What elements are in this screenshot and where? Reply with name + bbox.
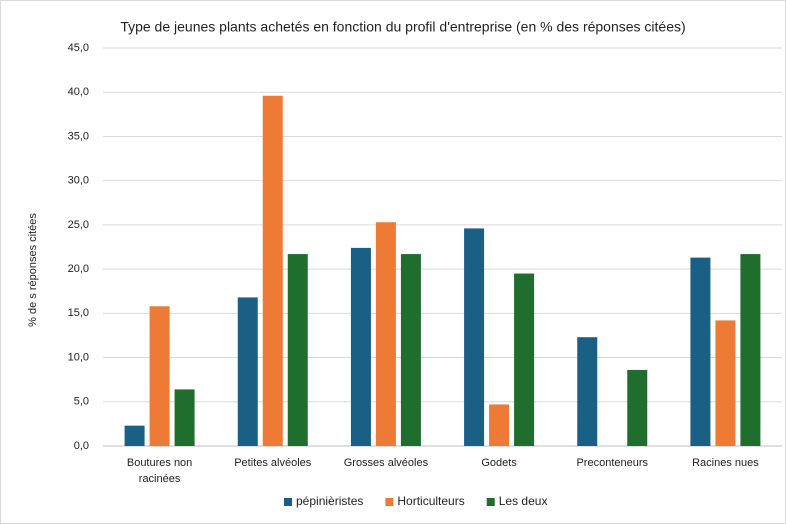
- bar: [690, 257, 711, 446]
- bar: [715, 320, 736, 446]
- x-tick-label: Racines nues: [692, 457, 759, 469]
- bar: [489, 404, 510, 446]
- legend-label: Les deux: [499, 494, 548, 508]
- bar: [400, 254, 421, 446]
- bar: [350, 247, 371, 446]
- bar: [174, 389, 195, 446]
- bar: [287, 254, 308, 446]
- bar: [627, 369, 648, 446]
- legend-label: Horticulteurs: [397, 494, 464, 508]
- y-tick-label: 30,0: [68, 175, 89, 187]
- y-tick-label: 45,0: [68, 42, 89, 54]
- y-axis-label: % de s réponses citées: [27, 213, 39, 327]
- legend-label: pépinièristes: [296, 494, 363, 508]
- legend-swatch: [385, 498, 394, 506]
- chart-title: Type de jeunes plants achetés en fonctio…: [120, 19, 685, 35]
- y-tick-label: 25,0: [68, 219, 89, 231]
- y-tick-label: 35,0: [68, 130, 89, 142]
- legend-swatch: [284, 498, 292, 506]
- x-tick-label: Godets: [481, 457, 517, 469]
- legend-swatch: [486, 498, 495, 506]
- y-tick-label: 10,0: [68, 351, 89, 363]
- bar: [262, 95, 283, 446]
- x-tick-label: Boutures non racinées: [126, 457, 193, 485]
- bar: [577, 337, 598, 446]
- y-tick-label: 5,0: [74, 396, 89, 408]
- y-tick-label: 40,0: [68, 86, 89, 98]
- bar: [149, 306, 170, 446]
- bar: [375, 222, 396, 446]
- y-tick-label: 20,0: [68, 263, 89, 275]
- bar: [740, 254, 761, 446]
- x-tick-label: Grosses alvéoles: [343, 457, 429, 469]
- bar: [464, 228, 485, 446]
- bar: [237, 297, 258, 446]
- y-tick-label: 15,0: [68, 307, 89, 319]
- x-tick-label: Petites alvéoles: [234, 457, 312, 469]
- bar: [124, 425, 145, 446]
- x-tick-label: Preconteneurs: [576, 457, 649, 469]
- y-tick-label: 0,0: [74, 440, 89, 452]
- bar: [514, 273, 535, 446]
